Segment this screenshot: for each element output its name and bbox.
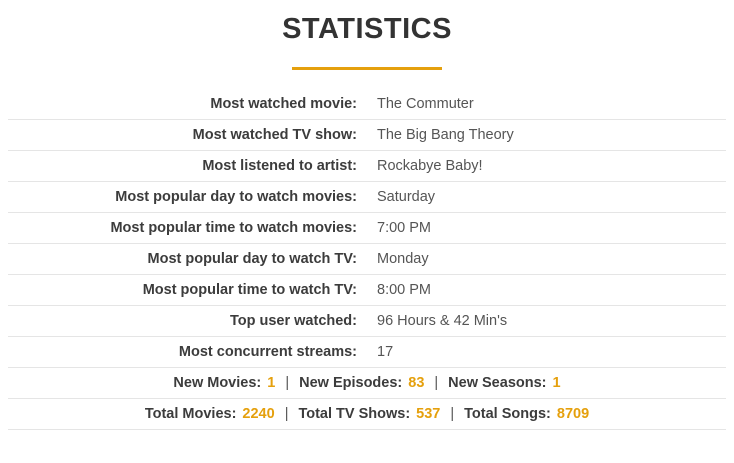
table-row: Most watched TV show: The Big Bang Theor… bbox=[8, 120, 726, 151]
total-tv-shows-label: Total TV Shows: bbox=[298, 406, 411, 422]
row-label: Most popular time to watch TV: bbox=[142, 282, 357, 298]
row-label: Most popular day to watch movies: bbox=[115, 189, 357, 205]
table-row: Most listened to artist: Rockabye Baby! bbox=[8, 151, 726, 182]
row-value: 17 bbox=[377, 344, 394, 360]
new-episodes-label: New Episodes: bbox=[299, 375, 403, 391]
row-value: The Big Bang Theory bbox=[377, 127, 514, 143]
table-row: Most concurrent streams: 17 bbox=[8, 337, 726, 368]
row-label: Most concurrent streams: bbox=[178, 344, 357, 360]
row-value: Saturday bbox=[377, 189, 436, 205]
row-value: The Commuter bbox=[377, 96, 474, 112]
total-songs-value: 8709 bbox=[556, 406, 590, 422]
new-episodes-value: 83 bbox=[408, 375, 425, 391]
total-movies-label: Total Movies: bbox=[144, 406, 237, 422]
separator: | bbox=[450, 406, 455, 422]
table-row: Top user watched: 96 Hours & 42 Min's bbox=[8, 306, 726, 337]
row-label: Most listened to artist: bbox=[202, 158, 357, 174]
table-row: Most popular day to watch TV: Monday bbox=[8, 244, 726, 275]
table-row: Most watched movie: The Commuter bbox=[8, 89, 726, 120]
separator: | bbox=[284, 406, 289, 422]
row-label: Most watched movie: bbox=[210, 96, 357, 112]
row-value: Rockabye Baby! bbox=[377, 158, 483, 174]
total-movies-value: 2240 bbox=[242, 406, 275, 422]
new-seasons-label: New Seasons: bbox=[448, 375, 547, 391]
row-label: Top user watched: bbox=[229, 313, 357, 329]
total-tv-shows-value: 537 bbox=[416, 406, 441, 422]
total-songs-label: Total Songs: bbox=[464, 406, 551, 422]
totals-summary-row: Total Movies: 2240 | Total TV Shows: 537… bbox=[8, 399, 726, 430]
separator: | bbox=[285, 375, 290, 391]
page-title: STATISTICS bbox=[282, 13, 452, 45]
row-value: Monday bbox=[377, 251, 429, 267]
row-value: 96 Hours & 42 Min's bbox=[377, 313, 508, 329]
row-label: Most popular day to watch TV: bbox=[147, 251, 357, 267]
new-movies-label: New Movies: bbox=[173, 375, 262, 391]
separator: | bbox=[434, 375, 439, 391]
title-underline-divider bbox=[292, 67, 442, 70]
row-label: Most popular time to watch movies: bbox=[110, 220, 357, 236]
row-value: 8:00 PM bbox=[377, 282, 431, 298]
new-items-summary-row: New Movies: 1 | New Episodes: 83 | New S… bbox=[8, 368, 726, 399]
row-value: 7:00 PM bbox=[377, 220, 431, 236]
new-seasons-value: 1 bbox=[552, 375, 561, 391]
statistics-table: Most watched movie: The Commuter Most wa… bbox=[8, 89, 726, 430]
new-movies-value: 1 bbox=[267, 375, 276, 391]
row-label: Most watched TV show: bbox=[192, 127, 357, 143]
table-row: Most popular day to watch movies: Saturd… bbox=[8, 182, 726, 213]
table-row: Most popular time to watch TV: 8:00 PM bbox=[8, 275, 726, 306]
table-row: Most popular time to watch movies: 7:00 … bbox=[8, 213, 726, 244]
